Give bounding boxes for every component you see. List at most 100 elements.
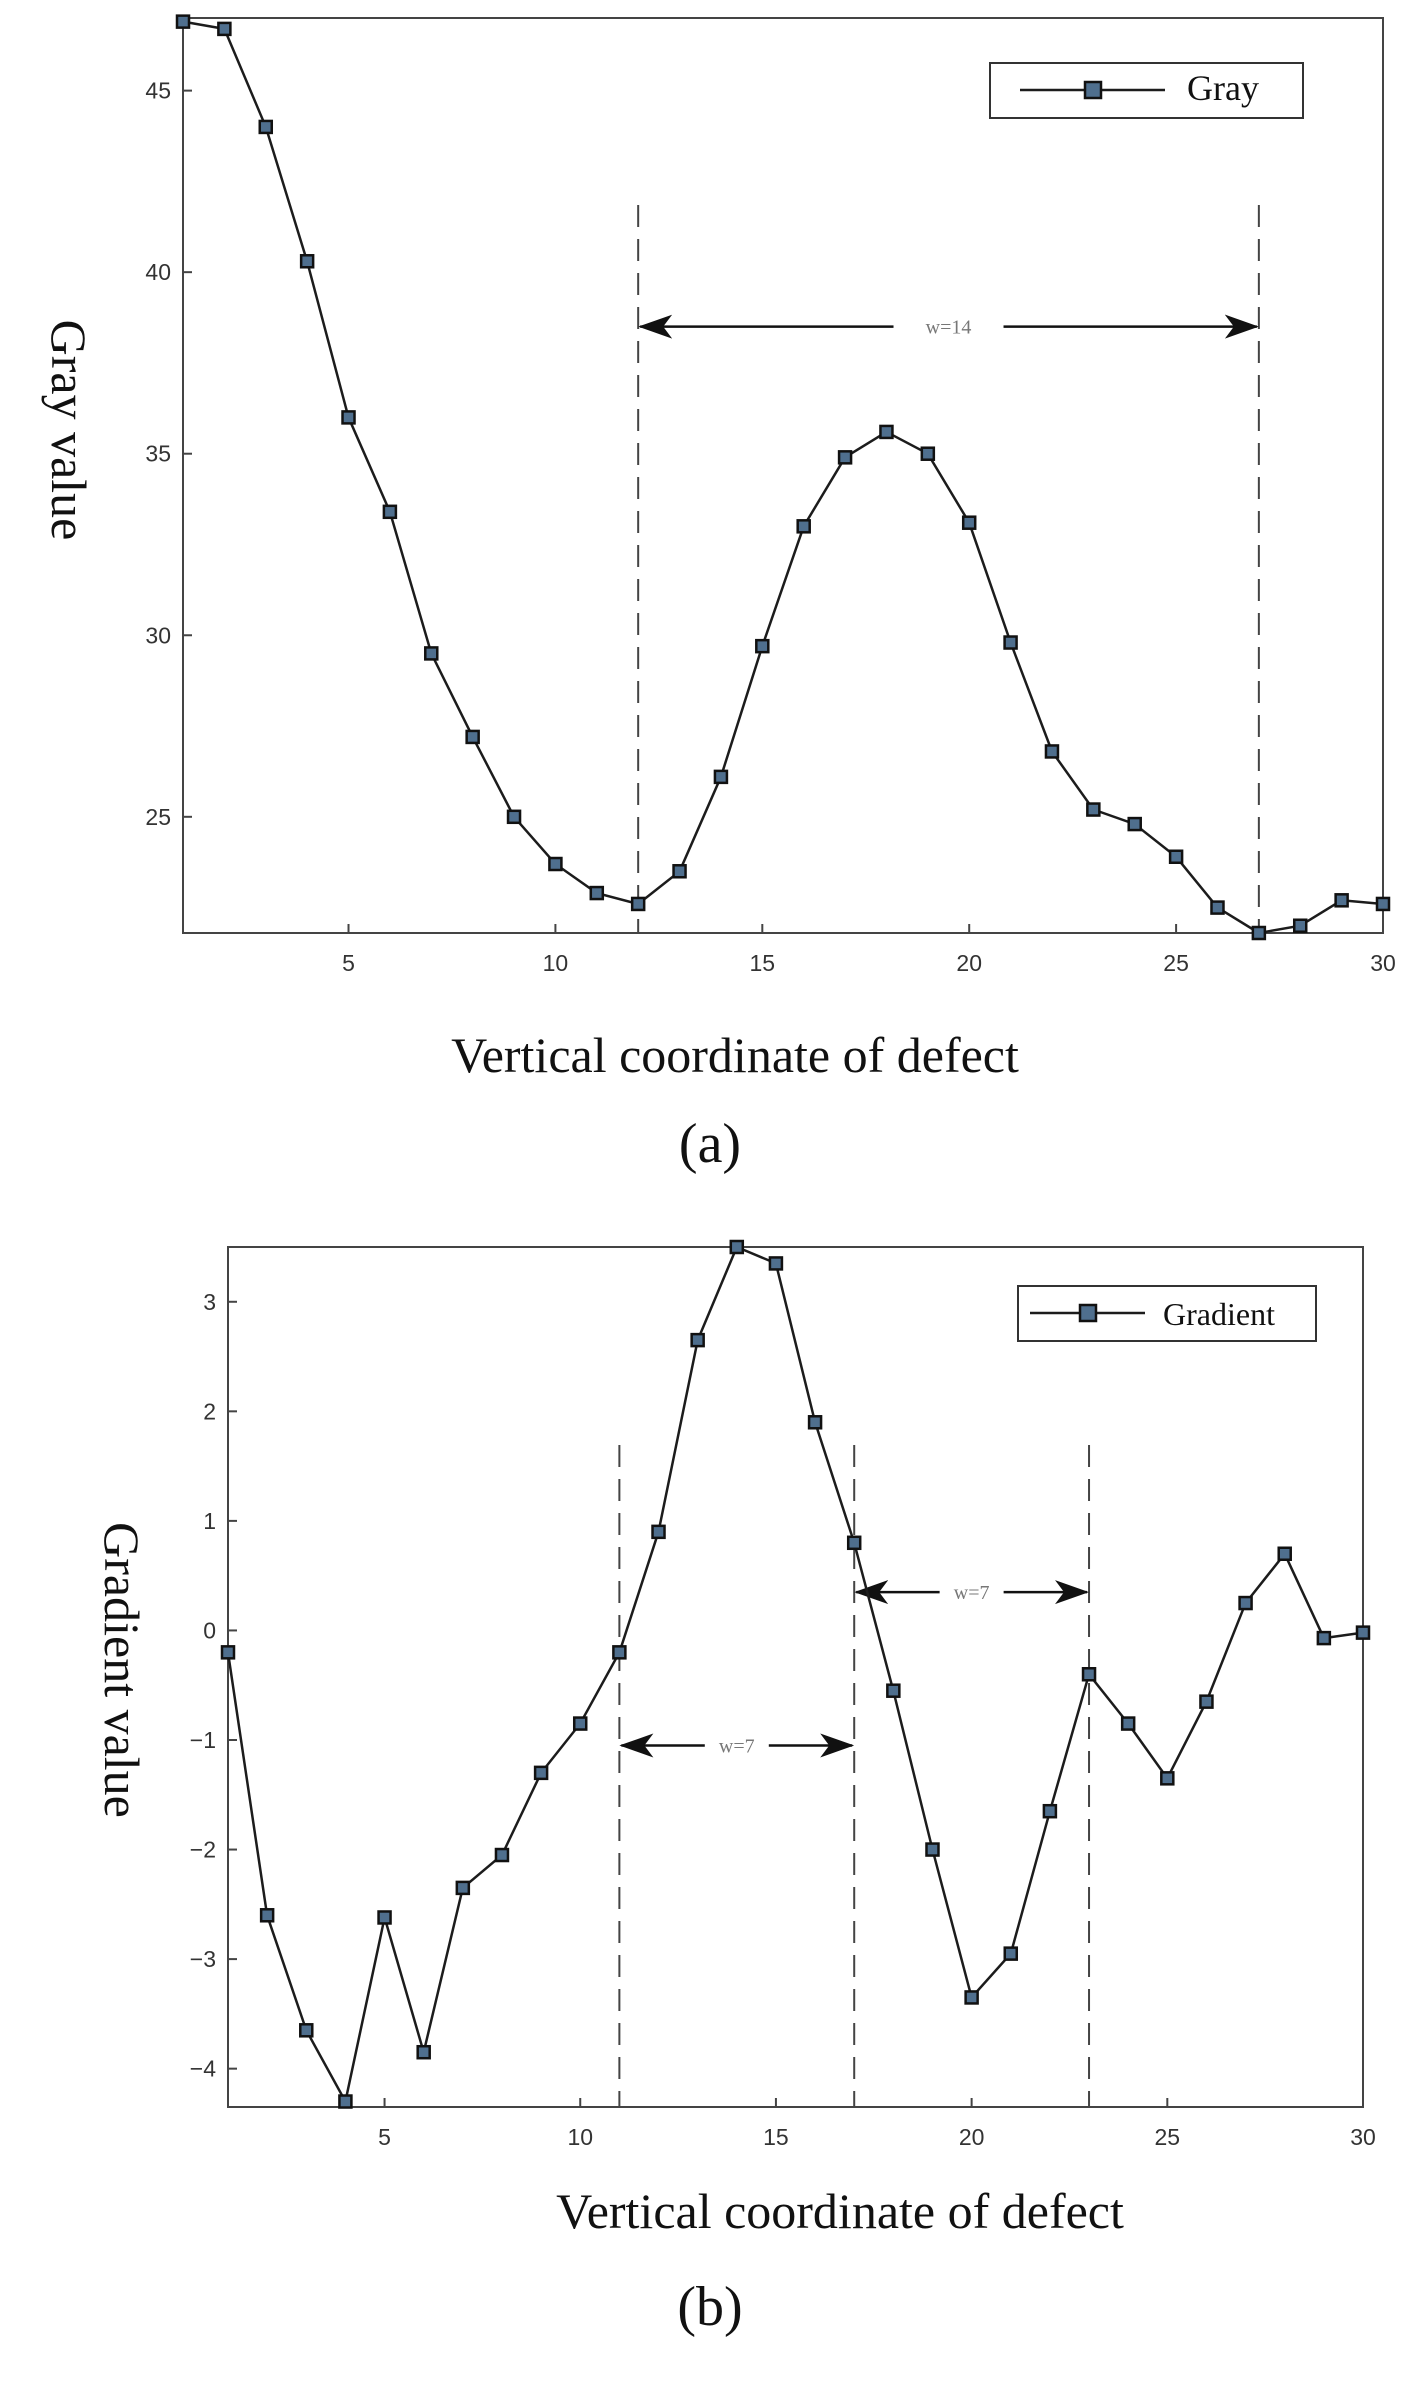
data-point: [755, 638, 770, 654]
x-tick-label: 5: [378, 2124, 391, 2150]
annotation-group-b: w=7 w=7: [619, 1580, 1090, 1758]
data-point: [533, 1765, 549, 1781]
data-point: [1120, 1716, 1136, 1731]
data-point: [1277, 1546, 1292, 1562]
data-point: [1127, 816, 1142, 832]
plot-frame-a: [182, 17, 1384, 934]
x-tick-label: 25: [1155, 2124, 1181, 2150]
data-point: [846, 1535, 862, 1551]
y-tick-label: −3: [190, 1946, 216, 1972]
data-point: [217, 21, 232, 37]
legend-b: Gradient: [1017, 1285, 1317, 1342]
x-axis-label-a: Vertical coordinate of defect: [451, 1027, 1019, 1083]
data-point: [768, 1256, 784, 1271]
series-line-gray: [182, 20, 1384, 935]
width-annotation-label: w=14: [926, 317, 972, 339]
x-tick-label: 20: [956, 950, 982, 976]
x-tick-label: 20: [959, 2124, 985, 2150]
x-tick-label: 10: [567, 2124, 593, 2150]
vline-group-b: [618, 1445, 1091, 2107]
legend-marker-gray: [1083, 80, 1103, 100]
x-tick-label: 15: [763, 2124, 789, 2150]
data-point: [465, 729, 480, 745]
x-tick-label: 30: [1370, 950, 1396, 976]
plot-frame-b: [227, 1246, 1364, 2108]
data-point: [886, 1683, 901, 1698]
data-point: [1251, 925, 1267, 941]
data-point: [1199, 1694, 1214, 1709]
y-tick-label: 35: [145, 441, 171, 467]
y-tick-label: 0: [203, 1617, 216, 1643]
data-point: [1160, 1771, 1175, 1786]
data-point: [455, 1880, 471, 1896]
panel-a: 5 10 15 20 25 30 25 30 35 40 45 w=14 Gray Gray val…: [41, 14, 1396, 1175]
legend-label-gradient: Gradient: [1163, 1296, 1275, 1332]
data-point: [416, 2044, 431, 2060]
data-point: [299, 2023, 314, 2038]
data-point: [1168, 849, 1184, 864]
y-tick-label: −1: [190, 1727, 216, 1753]
data-point: [961, 515, 977, 530]
data-point: [672, 864, 687, 879]
y-axis-label-b: Gradient value: [94, 1522, 150, 1818]
legend-label-gray: Gray: [1187, 68, 1259, 108]
data-point: [807, 1415, 823, 1430]
y-tick-label: 25: [145, 804, 171, 830]
data-point: [690, 1332, 705, 1348]
y-tick-label: 2: [203, 1398, 216, 1424]
data-point: [1044, 744, 1060, 759]
data-point: [299, 254, 315, 269]
data-point: [630, 896, 646, 912]
data-point: [1292, 918, 1308, 933]
data-point: [506, 809, 522, 825]
legend-a: Gray: [989, 62, 1304, 119]
data-point: [1081, 1667, 1097, 1682]
y-tick-label: −4: [190, 2056, 216, 2082]
y-axis-label-a: Gray value: [41, 320, 97, 541]
data-point: [713, 769, 729, 785]
annotation-group-a: w=14: [638, 314, 1259, 339]
x-tick-label: 15: [750, 950, 776, 976]
panel-label-a: (a): [679, 1113, 741, 1175]
panel-label-b: (b): [677, 2276, 742, 2338]
data-point: [548, 856, 563, 872]
data-point: [1042, 1803, 1058, 1819]
data-point: [572, 1716, 588, 1731]
data-point: [589, 885, 605, 901]
width-annotation-label: w=7: [719, 1735, 755, 1757]
data-point: [424, 646, 439, 661]
y-tick-label: 45: [145, 78, 171, 104]
y-tick-label: −2: [190, 1837, 216, 1863]
data-point: [259, 1908, 275, 1923]
data-point: [837, 450, 853, 465]
data-point: [377, 1910, 392, 1925]
data-point: [175, 14, 191, 29]
data-point: [1086, 802, 1101, 817]
series-markers-gradient: [220, 1239, 1371, 2109]
data-point: [258, 119, 274, 135]
y-tick-label: 30: [145, 622, 171, 648]
data-point: [1316, 1630, 1332, 1646]
y-tick-label: 1: [203, 1508, 216, 1534]
data-point: [1210, 900, 1225, 915]
series-line-gradient: [226, 1245, 1364, 2106]
data-point: [494, 1847, 510, 1863]
data-point: [729, 1239, 745, 1255]
data-point: [1238, 1595, 1253, 1611]
y-tick-label: 3: [203, 1289, 216, 1315]
data-point: [796, 519, 811, 534]
x-tick-label: 5: [342, 950, 355, 976]
data-point: [341, 410, 356, 425]
x-tick-label: 30: [1350, 2124, 1376, 2150]
data-point: [1003, 635, 1018, 650]
tick-group-a: 5 10 15 20 25 30 25 30 35 40 45: [145, 78, 1395, 976]
series-markers-gray: [175, 14, 1391, 941]
data-point: [612, 1645, 627, 1660]
data-point: [382, 504, 398, 520]
data-point: [1003, 1946, 1019, 1961]
x-tick-label: 25: [1163, 950, 1189, 976]
vline-group-a: [637, 205, 1260, 933]
